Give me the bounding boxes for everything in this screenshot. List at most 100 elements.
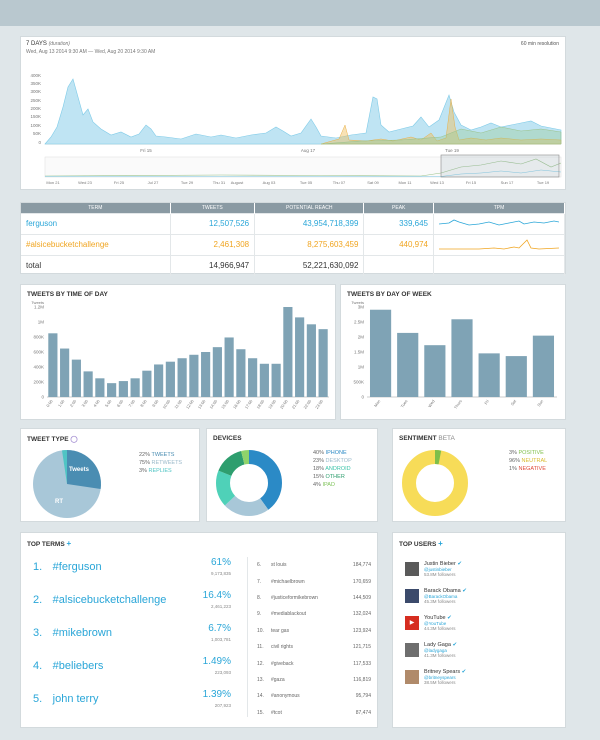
term-cell[interactable]: #alsicebucketchallenge [21,233,171,255]
bar[interactable] [95,378,105,397]
col-term[interactable]: TERM [21,203,171,213]
bar[interactable] [224,337,234,397]
col-peak[interactable]: PEAK [363,203,434,213]
time-of-day-chart[interactable]: 1.2M 1M 800K 600K 400K 200K 0 Tweets 0:00 1:00 2:0… [21,285,337,421]
x-tick-label: 14:00 [208,398,218,410]
x-tick-label: 22:00 [302,398,312,410]
col-tweets[interactable]: TWEETS [170,203,256,213]
pie-slice-replies[interactable] [62,450,67,484]
bar[interactable] [60,348,70,397]
bar[interactable] [201,352,211,397]
user-handle[interactable]: @britneyspears [424,674,456,680]
bar[interactable] [177,358,187,397]
list-item[interactable]: 15. #tcot 87,474 [257,709,371,716]
card-title: TWEET TYPE ◯ [27,436,78,443]
pie-label-tweets: Tweets [69,467,90,473]
user-handle[interactable]: @BarackObama [424,593,458,599]
term-cell[interactable]: ferguson [21,212,171,234]
day-of-week-chart[interactable]: 3M 2.5M 2M 1.5M 1M 500K 0 Tweets Mon Tues Wed Thurs… [341,285,567,421]
devices-donut[interactable] [211,445,287,521]
bar[interactable] [505,356,527,397]
bar[interactable] [118,381,128,397]
add-user-button[interactable]: + [438,539,443,548]
list-item[interactable]: 14. #anonymous 95,794 [257,693,371,700]
table-row[interactable]: #alsicebucketchallenge 2,461,308 8,275,6… [21,233,565,255]
x-tick-label: Thurs [453,399,463,410]
y-tick-label: 2M [358,335,365,340]
bar[interactable] [165,361,175,397]
bar[interactable] [451,319,473,397]
user-handle[interactable]: @ladygaga [424,647,447,653]
tweet-type-pie[interactable]: Tweets RT [27,447,107,527]
bar[interactable] [397,332,419,397]
pie-slice-tweets[interactable] [67,450,101,489]
resolution-label[interactable]: 60 min resolution [520,41,559,47]
list-item[interactable]: 4. #beliebers 1.49% 223,093 [33,656,241,689]
bar[interactable] [283,307,293,397]
bar[interactable] [248,358,258,397]
list-item[interactable]: 12. #giveback 117,533 [257,660,371,667]
bar[interactable] [71,359,81,397]
bar[interactable] [271,363,281,397]
sentiment-donut[interactable] [397,445,473,521]
bar[interactable] [48,333,58,397]
info-bulb-icon[interactable]: ◯ [70,436,78,443]
list-item[interactable]: 5. john terry 1.39% 207,923 [33,689,241,722]
term-pct: 6.7% [208,623,231,634]
avatar [405,669,419,684]
x-tick-label: 5:00 [104,398,113,408]
user-handle[interactable]: @YouTube [424,620,447,626]
bar[interactable] [424,345,446,397]
y-tick-label: 600K [33,350,44,355]
bar[interactable] [369,309,392,397]
list-item[interactable]: 6. st louis 184,774 [257,562,371,569]
timeline-y-tick: 200K [30,106,41,111]
bar[interactable] [532,335,555,397]
list-item[interactable]: 9. #mediablackout 132,024 [257,611,371,618]
list-item[interactable]: Lady Gaga ✔ @ladygaga 41.3M followers [405,636,561,663]
list-item[interactable]: 2. #alsicebucketchallenge 16.4% 2,461,22… [33,590,241,623]
legend-item: 23% DESKTOP [313,458,352,464]
y-tick-label: 1.2M [34,305,44,310]
bar[interactable] [295,317,305,397]
list-item[interactable]: Justin Bieber ✔ @justinbieber 53.8M foll… [405,555,561,582]
list-item[interactable]: 8. #justiceformikebrown 144,509 [257,594,371,601]
bar[interactable] [107,383,117,397]
list-item[interactable]: 1. #ferguson 61% 9,173,835 [33,557,241,590]
add-term-button[interactable]: + [66,539,72,548]
y-axis-label: Tweets [351,300,364,305]
timeline-navigator[interactable] [44,154,562,178]
bar[interactable] [478,353,500,397]
bar[interactable] [306,324,316,397]
bar[interactable] [318,329,328,397]
bar[interactable] [154,364,164,397]
table-row[interactable]: ferguson 12,507,526 43,954,718,399 339,6… [21,212,565,234]
bar[interactable] [142,370,152,397]
list-item[interactable]: 10. tear gas 123,924 [257,627,371,634]
terms-table: TERM TWEETS POTENTIAL REACH PEAK TPM fer… [21,203,565,276]
x-tick-label: 9:00 [151,398,160,408]
x-tick-label: 19:00 [267,398,277,410]
bar[interactable] [212,347,222,397]
bar[interactable] [236,349,246,397]
navigator-selection[interactable] [440,154,560,178]
col-reach[interactable]: POTENTIAL REACH [254,203,365,213]
list-item[interactable]: 13. #gaza 116,819 [257,676,371,683]
bar[interactable] [189,354,199,397]
list-item[interactable]: Barack Obama ✔ @BarackObama 45.3M follow… [405,582,561,609]
term-rank: 1. [33,561,43,573]
list-item[interactable]: 3. #mikebrown 6.7% 1,003,781 [33,623,241,656]
term-rank: 4. [33,660,43,672]
list-item[interactable]: Britney Spears ✔ @britneyspears 38.5M fo… [405,663,561,690]
list-item[interactable]: 7. #michaelbrown 170,659 [257,578,371,585]
bar[interactable] [259,363,269,397]
list-item[interactable]: ▶ YouTube ✔ @YouTube 44.3M followers [405,609,561,636]
list-item[interactable]: 11. civil rights 121,715 [257,644,371,651]
bar[interactable] [130,378,140,397]
user-handle[interactable]: @justinbieber [424,566,452,572]
timeline-y-tick: 50K [33,131,41,136]
x-tick-label: 12:00 [185,398,195,410]
x-tick-label: Tues [399,399,408,409]
timeline-chart[interactable]: 400K 350K 300K 250K 200K 150K 100K 50K 0… [21,37,567,191]
bar[interactable] [83,371,93,397]
